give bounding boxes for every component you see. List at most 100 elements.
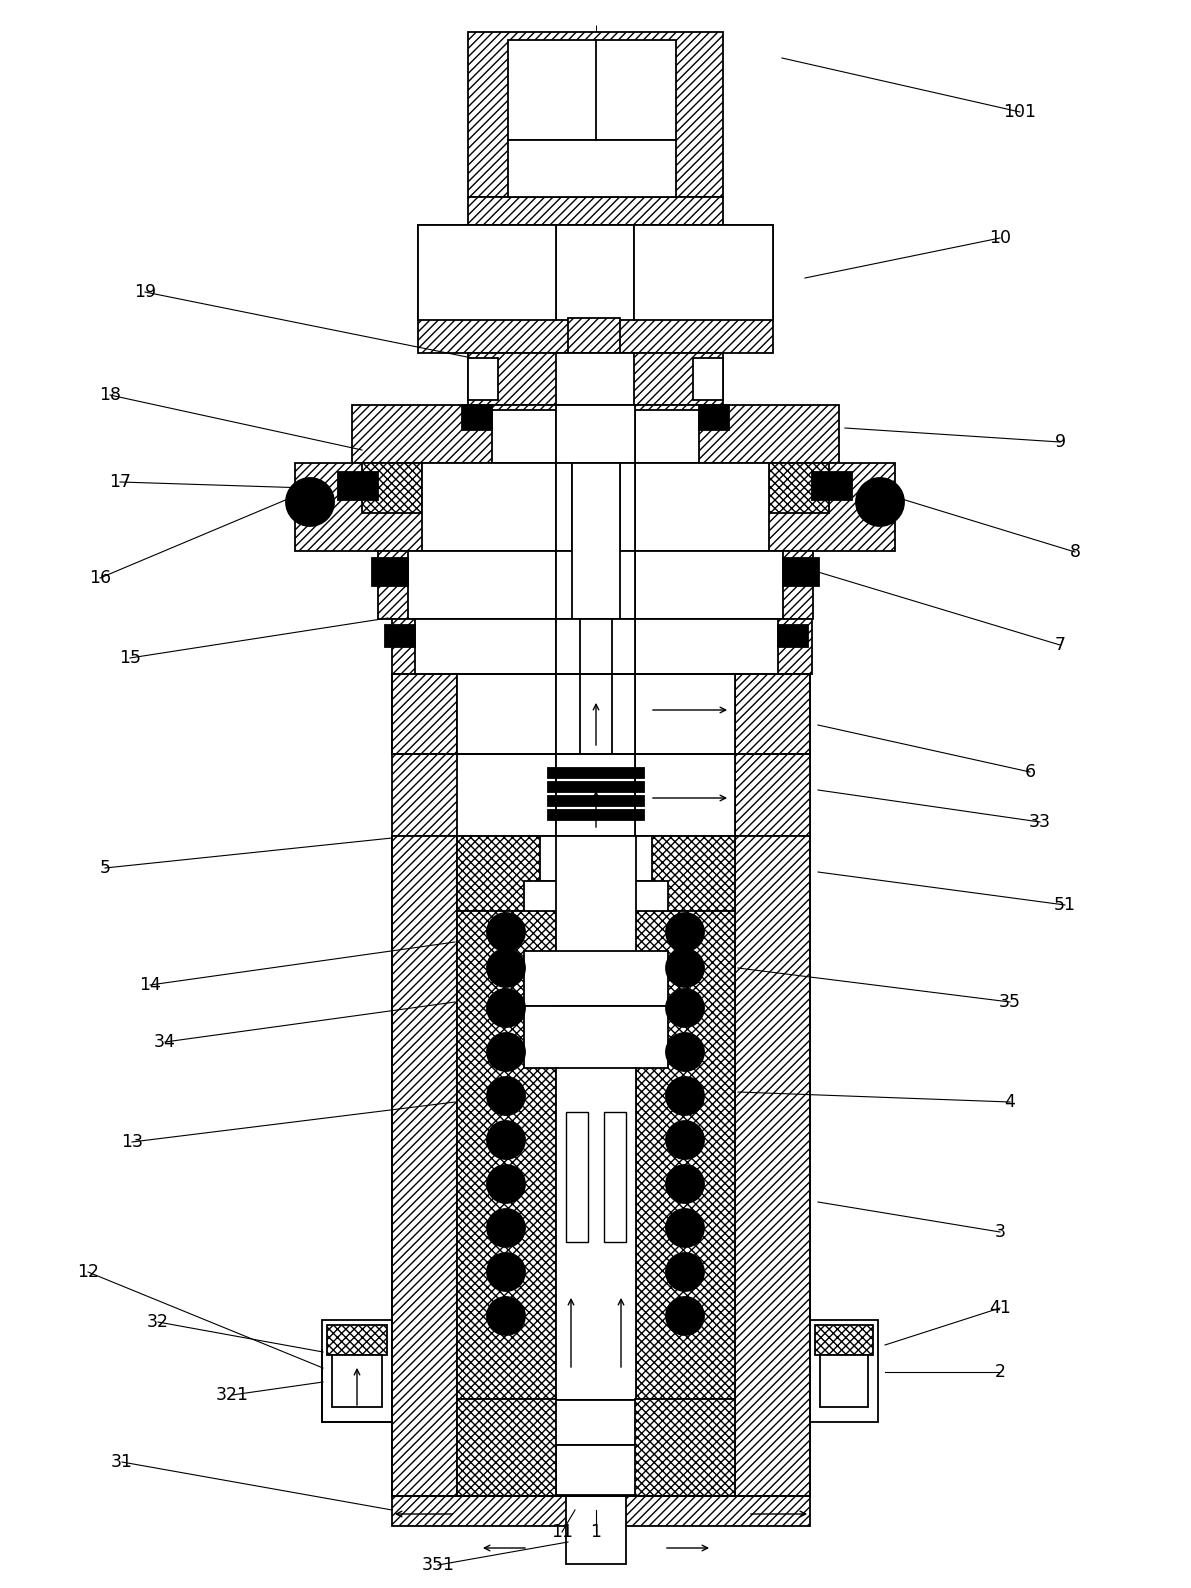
Text: 17: 17 <box>110 473 131 491</box>
Bar <box>699 405 729 430</box>
Text: 16: 16 <box>89 569 111 588</box>
Bar <box>548 781 644 792</box>
Text: 51: 51 <box>1054 896 1075 915</box>
Circle shape <box>666 950 704 988</box>
Bar <box>556 1445 636 1494</box>
Bar <box>635 410 699 464</box>
Text: 351: 351 <box>422 1556 455 1574</box>
Circle shape <box>666 1121 704 1159</box>
Text: 5: 5 <box>100 859 111 877</box>
Bar <box>556 464 635 551</box>
Bar <box>457 835 556 912</box>
Bar <box>457 1399 556 1496</box>
Text: 321: 321 <box>216 1386 249 1404</box>
Bar <box>556 673 635 754</box>
Bar <box>556 1007 636 1069</box>
Bar <box>392 835 457 1496</box>
Bar <box>568 318 621 370</box>
Bar <box>782 557 819 586</box>
Circle shape <box>487 1121 525 1159</box>
Text: 31: 31 <box>111 1453 133 1470</box>
Bar <box>556 405 635 464</box>
Bar <box>468 353 723 405</box>
Bar <box>540 835 651 881</box>
Text: 12: 12 <box>77 1262 99 1282</box>
Bar <box>635 912 735 1399</box>
Bar <box>409 551 556 619</box>
Text: 34: 34 <box>154 1034 176 1051</box>
Bar <box>556 835 636 1496</box>
Text: 33: 33 <box>1029 813 1050 831</box>
Bar <box>372 557 409 586</box>
Text: 7: 7 <box>1054 637 1066 654</box>
Text: 101: 101 <box>1004 103 1036 121</box>
Circle shape <box>666 1166 704 1204</box>
Text: 8: 8 <box>1070 543 1080 561</box>
Circle shape <box>666 1253 704 1291</box>
Bar <box>457 912 556 1399</box>
Bar <box>509 140 676 197</box>
Bar <box>735 835 810 1496</box>
Circle shape <box>856 478 904 526</box>
Bar <box>362 464 422 513</box>
Circle shape <box>487 1208 525 1247</box>
Circle shape <box>666 1077 704 1115</box>
Bar <box>634 225 773 321</box>
Bar <box>812 472 852 500</box>
Bar <box>635 551 782 619</box>
Bar <box>385 626 414 646</box>
Circle shape <box>666 989 704 1027</box>
Bar <box>378 551 813 619</box>
Bar <box>332 1355 382 1407</box>
Circle shape <box>487 1166 525 1204</box>
Bar <box>735 673 810 754</box>
Text: 1: 1 <box>591 1523 601 1540</box>
Bar <box>556 225 634 321</box>
Text: 32: 32 <box>146 1313 169 1331</box>
Text: 4: 4 <box>1004 1093 1016 1112</box>
Bar <box>468 357 498 400</box>
Bar <box>548 810 644 819</box>
Bar <box>524 881 668 921</box>
Bar <box>556 353 634 405</box>
Text: 2: 2 <box>994 1363 1005 1382</box>
Polygon shape <box>524 1007 668 1401</box>
Text: 9: 9 <box>1054 434 1066 451</box>
Bar <box>635 464 769 551</box>
Bar <box>392 619 812 673</box>
Circle shape <box>666 1297 704 1336</box>
Text: 11: 11 <box>551 1523 573 1540</box>
Bar <box>580 673 612 754</box>
Bar <box>524 951 668 1007</box>
Text: 41: 41 <box>989 1299 1011 1316</box>
Bar <box>322 1320 392 1421</box>
Bar <box>492 410 556 464</box>
Bar <box>418 225 773 353</box>
Bar <box>566 1112 588 1242</box>
Bar <box>556 551 635 619</box>
Circle shape <box>487 1253 525 1291</box>
Bar <box>556 1069 636 1401</box>
Bar <box>548 769 644 778</box>
Bar <box>392 1496 810 1526</box>
Bar <box>735 754 810 835</box>
Bar <box>462 405 492 430</box>
Bar <box>810 1320 878 1421</box>
Bar <box>693 357 723 400</box>
Bar <box>392 673 457 754</box>
Bar <box>540 951 651 986</box>
Bar <box>572 464 621 619</box>
Bar <box>604 1112 626 1242</box>
Text: 19: 19 <box>133 283 156 302</box>
Bar <box>457 754 556 835</box>
Bar <box>572 464 621 551</box>
Bar <box>566 1496 626 1564</box>
Bar <box>414 619 556 673</box>
Text: 18: 18 <box>99 386 121 403</box>
Circle shape <box>487 1034 525 1070</box>
Bar <box>556 754 635 835</box>
Bar <box>328 1324 387 1355</box>
Text: 6: 6 <box>1024 762 1035 781</box>
Bar <box>548 796 644 807</box>
Bar <box>580 619 612 673</box>
